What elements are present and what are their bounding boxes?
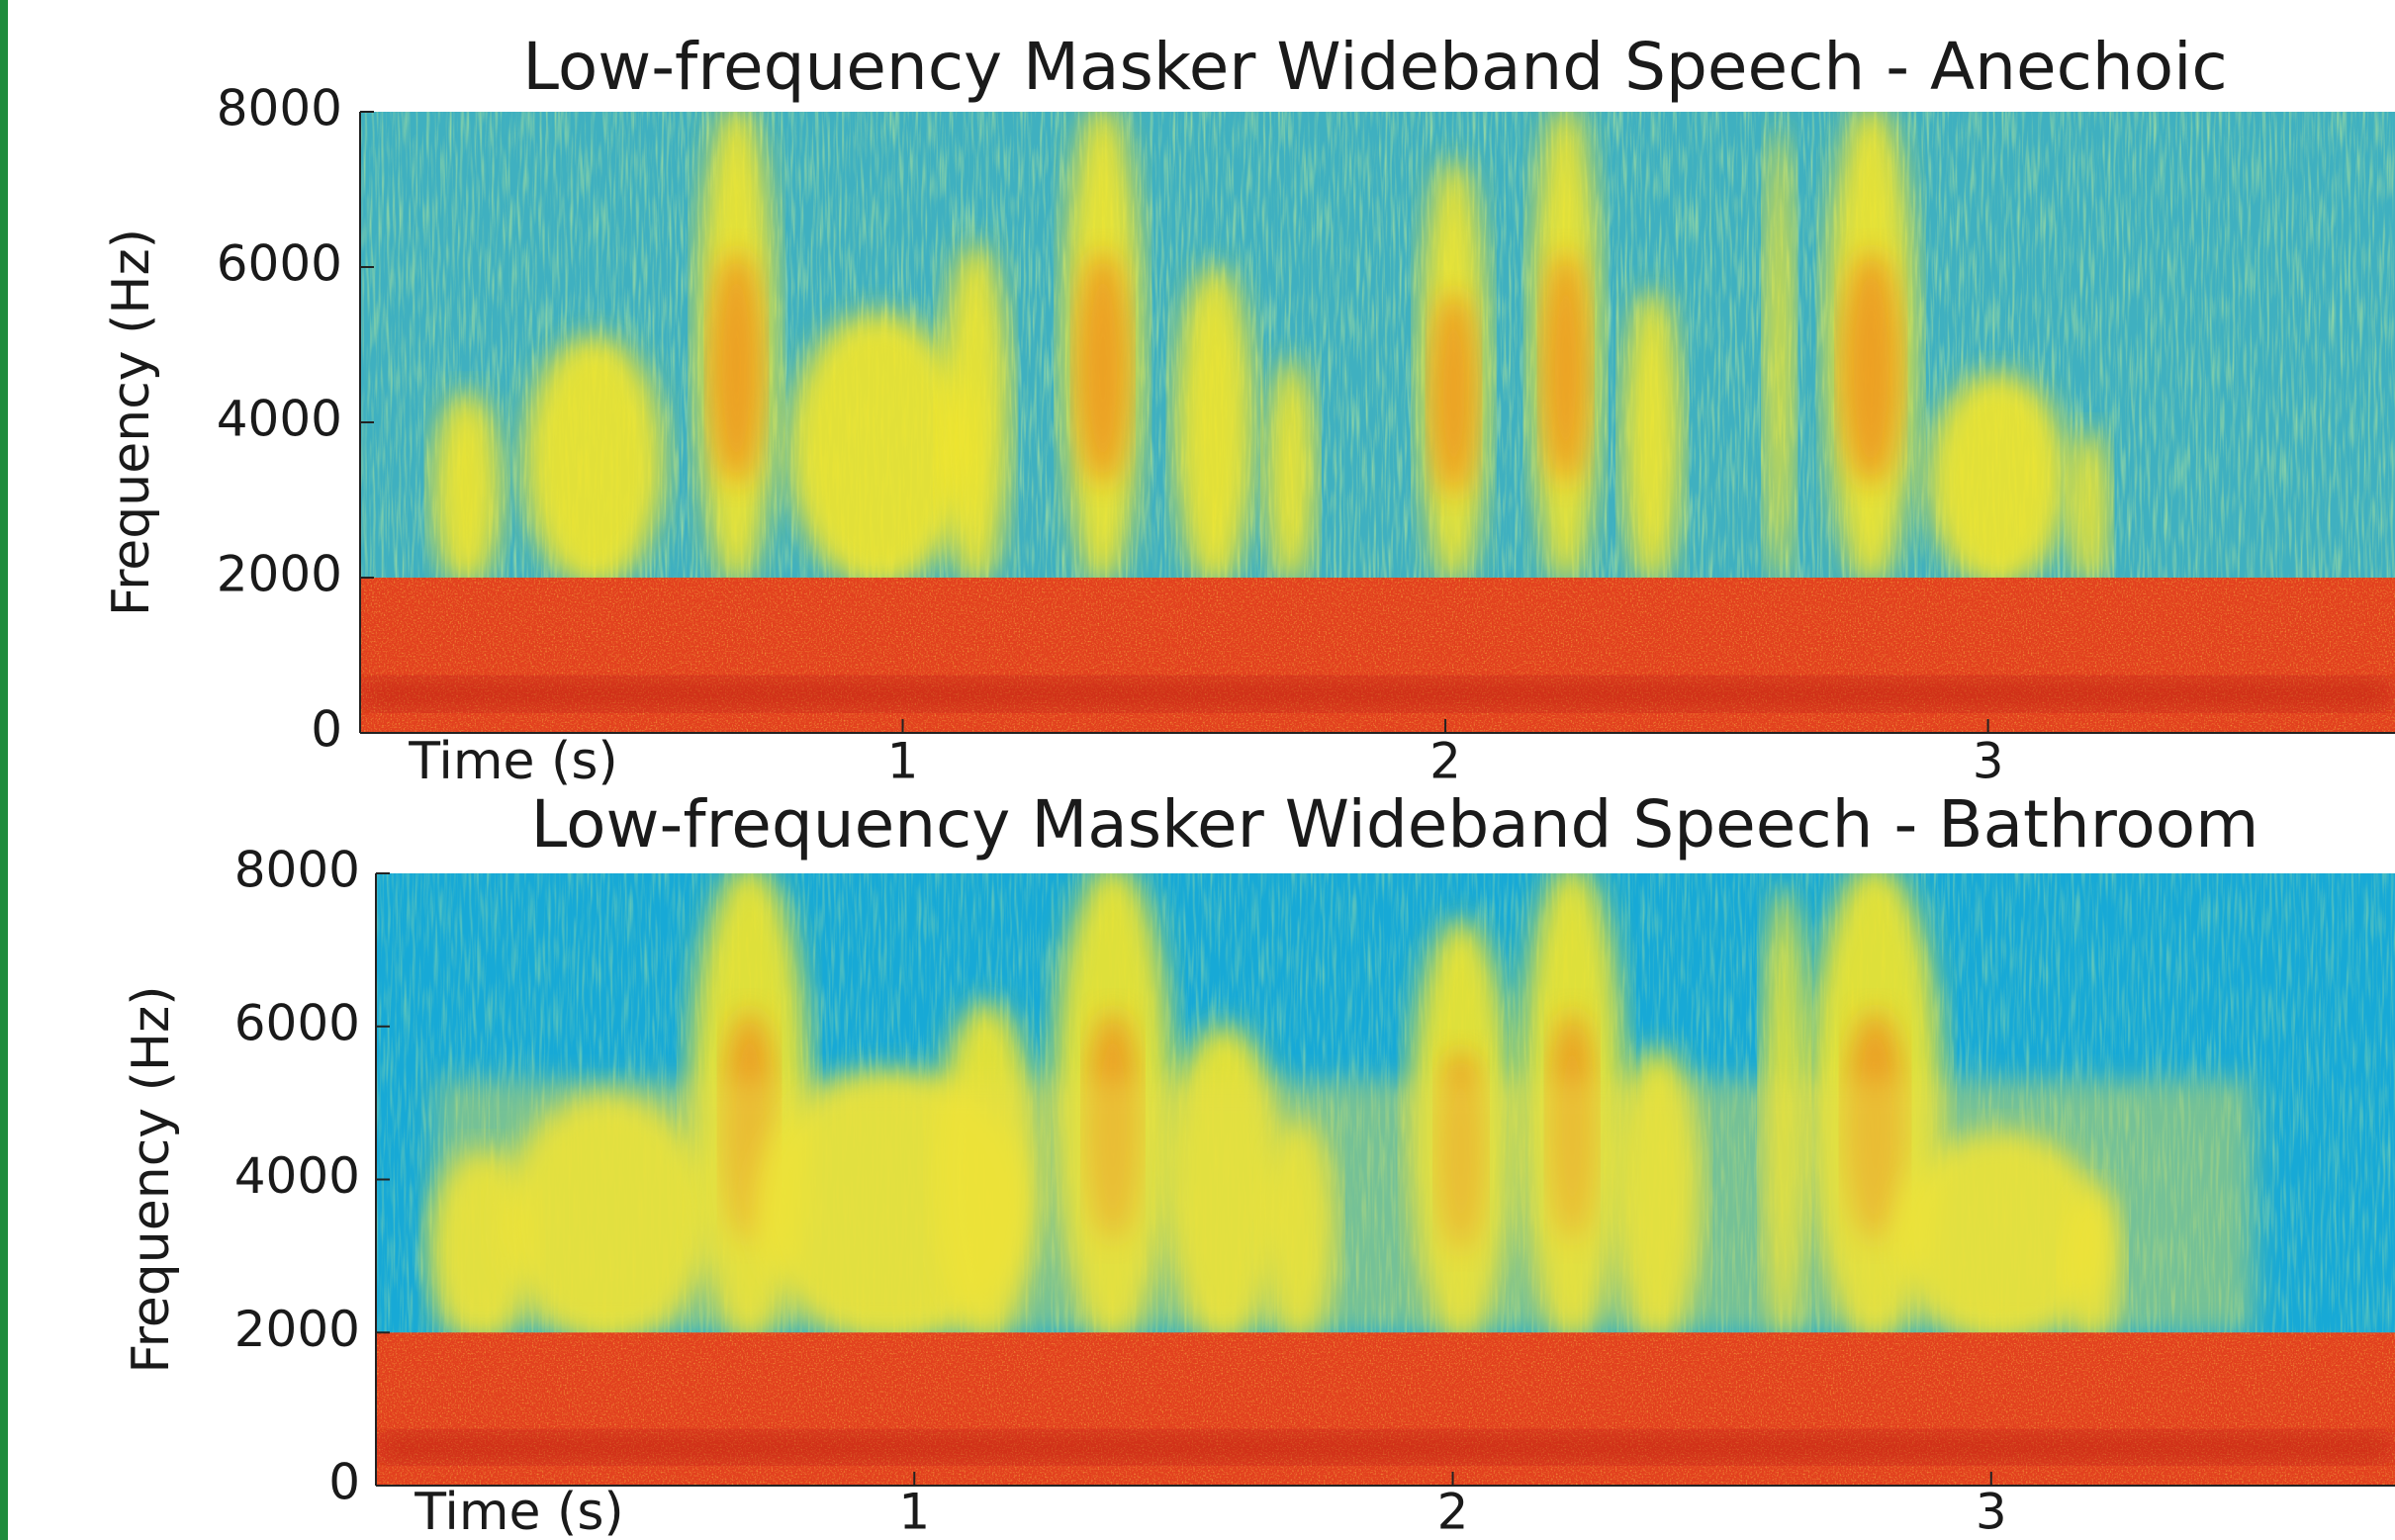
y-tick-label: 0 [328, 1454, 360, 1511]
y-tick-label: 4000 [234, 1147, 360, 1205]
speech-energy [1265, 358, 1316, 588]
x-tick-label: 2 [1429, 733, 1461, 790]
speech-energy [1927, 372, 2070, 588]
speech-energy [1764, 126, 1795, 588]
speech-peak [1542, 251, 1590, 485]
speech-energy [1621, 288, 1683, 588]
y-tick-label: 8000 [234, 842, 360, 899]
chart-title: Low-frequency Masker Wideband Speech - B… [531, 786, 2259, 862]
chart-title: Low-frequency Masker Wideband Speech - A… [522, 29, 2227, 105]
speech-energy [940, 241, 1011, 588]
x-tick-label: 3 [1976, 1484, 2007, 1540]
speech-peak [1430, 291, 1478, 496]
y-tick-label: 6000 [217, 235, 342, 293]
x-tick-label: 1 [887, 733, 919, 790]
y-tick-label: 8000 [217, 80, 342, 137]
speech-peak [1075, 251, 1130, 485]
y-tick-label: 2000 [217, 546, 342, 603]
y-axis-label: Frequency (Hz) [122, 985, 181, 1373]
masker-core [376, 1432, 2395, 1463]
masker-core [360, 679, 2395, 709]
spectrogram-image [360, 102, 2395, 733]
y-tick-label: 0 [311, 701, 342, 759]
y-tick-label: 2000 [234, 1301, 360, 1358]
page: 02000400060008000123Low-frequency Masker… [0, 0, 2395, 1540]
x-axis-label: Time (s) [414, 1483, 623, 1540]
speech-energy [431, 391, 503, 588]
y-axis-label: Frequency (Hz) [102, 228, 161, 616]
chart-panel: 0 2000 4000 6000 8000 1 2 3 Low-frequency Masker… [102, 29, 2395, 791]
x-tick-label: 3 [1973, 733, 2004, 790]
y-tick-label: 4000 [217, 391, 342, 448]
figure: 02000400060008000123Low-frequency Masker… [0, 0, 2395, 1540]
speech-energy [2070, 428, 2110, 588]
speech-energy [523, 335, 666, 589]
reverb-wash [436, 1080, 2254, 1332]
x-axis-label: Time (s) [408, 732, 617, 791]
speech-peak [1840, 251, 1901, 485]
speech-energy [1174, 265, 1255, 588]
x-tick-label: 2 [1437, 1484, 1469, 1540]
speech-peak [709, 251, 764, 485]
y-tick-label: 6000 [234, 994, 360, 1051]
frame-edge [0, 0, 8, 1540]
spectrogram-image [376, 863, 2395, 1486]
x-tick-label: 1 [898, 1484, 930, 1540]
chart-panel: 0 2000 4000 6000 8000 1 2 3 Low-frequency Masker… [122, 786, 2395, 1540]
